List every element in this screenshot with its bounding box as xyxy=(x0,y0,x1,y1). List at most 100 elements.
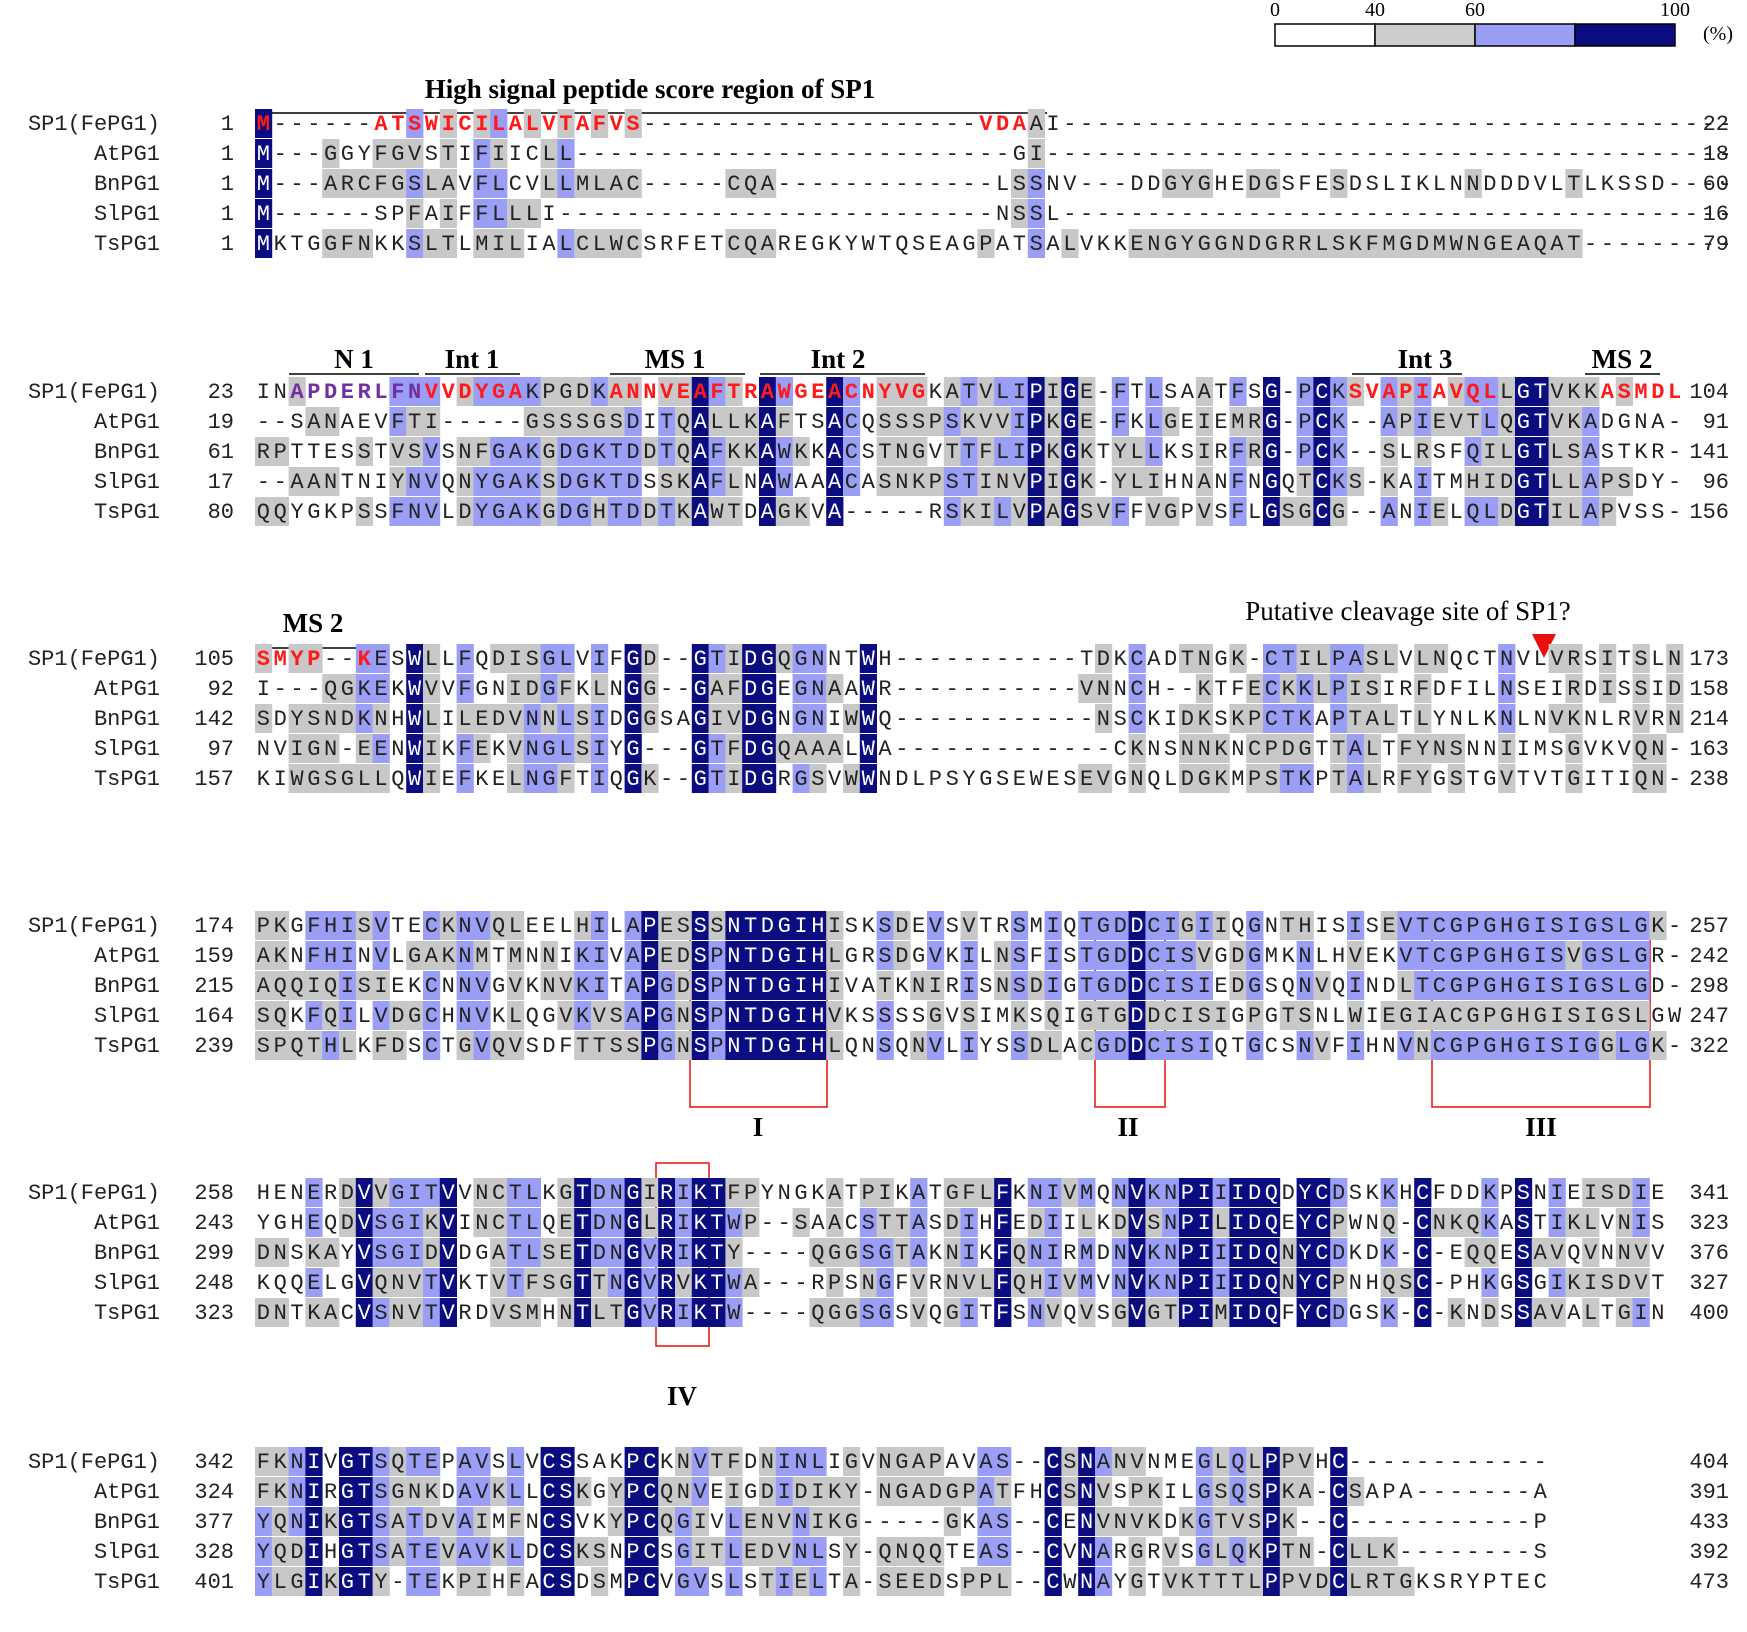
residue: N xyxy=(1366,974,1379,999)
residue: D xyxy=(526,1540,539,1565)
motif-label-ms2: MS 2 xyxy=(1592,344,1653,374)
residue: S xyxy=(660,470,673,495)
sequence-end: 96 xyxy=(1703,470,1729,495)
residue: I xyxy=(1399,172,1412,197)
gap: - xyxy=(1063,112,1076,137)
residue: K xyxy=(1231,647,1245,672)
residue: G xyxy=(391,1181,404,1206)
residue: C xyxy=(526,142,539,167)
residue: K xyxy=(1416,172,1430,197)
residue: T xyxy=(979,1301,992,1326)
residue: G xyxy=(1198,1450,1211,1475)
gap: - xyxy=(1450,112,1463,137)
residue: G xyxy=(1097,1034,1110,1059)
residue: G xyxy=(626,677,639,702)
residue: G xyxy=(341,767,354,792)
residue: W xyxy=(845,707,859,732)
residue: C xyxy=(1315,500,1328,525)
residue: L xyxy=(526,1181,539,1206)
residue: I xyxy=(1198,914,1211,939)
residue: A xyxy=(811,1211,825,1236)
residue: M xyxy=(1164,1450,1177,1475)
residue: C xyxy=(425,914,438,939)
gap: - xyxy=(626,142,639,167)
gap: - xyxy=(1030,737,1043,762)
residue: N xyxy=(946,1241,959,1266)
residue: L xyxy=(526,1211,539,1236)
residue: P xyxy=(643,914,656,939)
residue: D xyxy=(895,767,908,792)
gap: - xyxy=(1114,112,1127,137)
residue: G xyxy=(694,737,707,762)
gap: - xyxy=(862,1570,875,1595)
residue: A xyxy=(1517,232,1531,257)
residue-shade xyxy=(759,169,777,198)
residue: D xyxy=(1114,1211,1127,1236)
residue: Q xyxy=(1534,232,1547,257)
residue: T xyxy=(307,440,320,465)
residue: C xyxy=(1315,1211,1328,1236)
residue: S xyxy=(1349,380,1362,405)
residue: E xyxy=(1214,974,1227,999)
residue: A xyxy=(761,380,775,405)
residue: T xyxy=(576,1241,589,1266)
residue: V xyxy=(542,112,556,137)
residue: L xyxy=(727,410,740,435)
sequence-end: 91 xyxy=(1703,410,1729,435)
residue: E xyxy=(307,1181,320,1206)
residue: N xyxy=(1466,1301,1479,1326)
residue: G xyxy=(1097,914,1110,939)
residue: V xyxy=(442,677,456,702)
residue: S xyxy=(1214,500,1227,525)
residue: N xyxy=(559,1301,572,1326)
gap: - xyxy=(1282,142,1295,167)
residue: N xyxy=(1198,737,1211,762)
gap: - xyxy=(1399,112,1412,137)
gap: - xyxy=(1063,737,1076,762)
residue: G xyxy=(341,677,354,702)
residue: D xyxy=(761,974,774,999)
residue: R xyxy=(1416,440,1429,465)
gap: - xyxy=(1416,1480,1429,1505)
residue: F xyxy=(307,914,320,939)
gap: - xyxy=(778,1271,791,1296)
residue: K xyxy=(962,500,976,525)
residue: L xyxy=(274,1570,287,1595)
gap: - xyxy=(962,112,975,137)
residue: T xyxy=(358,1450,371,1475)
residue: G xyxy=(643,707,656,732)
residue: M xyxy=(1634,380,1647,405)
gap: - xyxy=(1282,202,1295,227)
residue: Y xyxy=(1181,232,1194,257)
sequence-start: 164 xyxy=(194,1004,234,1029)
residue: I xyxy=(341,974,354,999)
gap: - xyxy=(1718,112,1731,137)
residue: E xyxy=(912,1570,925,1595)
residue: T xyxy=(1399,707,1412,732)
residue: A xyxy=(576,112,590,137)
gap: - xyxy=(1030,1570,1043,1595)
residue: A xyxy=(626,974,640,999)
gap: - xyxy=(1450,1480,1463,1505)
residue: L xyxy=(1382,172,1395,197)
residue: W xyxy=(778,440,792,465)
residue: A xyxy=(1198,380,1212,405)
residue-shade xyxy=(977,229,995,258)
residue: E xyxy=(408,914,421,939)
residue: I xyxy=(307,1570,320,1595)
residue: L xyxy=(509,767,522,792)
residue: D xyxy=(576,380,589,405)
residue: H xyxy=(1500,944,1513,969)
residue: G xyxy=(290,914,303,939)
residue: I xyxy=(1584,1004,1597,1029)
residue: V xyxy=(643,1241,657,1266)
residue: E xyxy=(1500,1241,1513,1266)
residue: P xyxy=(274,440,287,465)
residue: D xyxy=(744,677,757,702)
gap: - xyxy=(1685,142,1698,167)
residue-shade xyxy=(557,169,575,198)
residue: I xyxy=(1198,1211,1211,1236)
residue: K xyxy=(895,974,909,999)
legend-unit: (%) xyxy=(1703,23,1733,45)
gap: - xyxy=(1500,1540,1513,1565)
